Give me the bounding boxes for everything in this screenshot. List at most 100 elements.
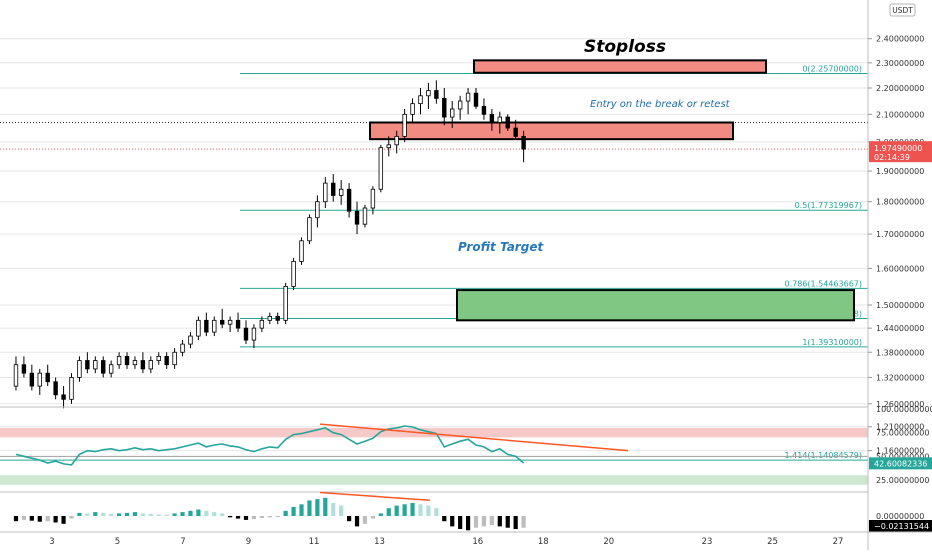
oscillator-tick-label: 75.00000000 [876, 429, 929, 438]
time-tick-label: 20 [603, 537, 614, 547]
candle-body [481, 105, 487, 115]
candle-body [196, 319, 201, 337]
candlestick-series [13, 80, 526, 409]
histogram-bar [354, 516, 360, 527]
time-tick-label: 5 [115, 537, 120, 547]
histogram-bar [69, 516, 74, 519]
histogram-bar [196, 509, 201, 516]
histogram-bar [497, 516, 502, 527]
annotation-zone[interactable] [473, 59, 767, 74]
time-tick-label: 11 [309, 537, 320, 547]
candle-body [116, 355, 122, 366]
price-tick-label: 1.21000000 [876, 423, 924, 432]
candle-body [338, 188, 344, 196]
histogram-bar [148, 513, 153, 516]
candle-body [132, 360, 138, 366]
histogram-value-badge [869, 520, 932, 532]
fib-level-label: 1(1.39310000) [802, 338, 862, 347]
price-tick-label: 2.30000000 [876, 59, 924, 68]
oscillator-tick-label: 25.00000000 [876, 476, 929, 485]
histogram-bar [21, 516, 27, 520]
candle-body [93, 360, 98, 370]
candle-body [148, 360, 154, 370]
histogram-bar [442, 516, 447, 522]
histogram-bar [465, 516, 471, 531]
histogram-bar [109, 513, 114, 516]
histogram-bar [188, 510, 193, 516]
candle-body [410, 103, 415, 115]
candle-body [331, 182, 336, 196]
candle-body [21, 364, 27, 374]
oscillator-line [15, 425, 525, 466]
histogram-bar [434, 508, 439, 516]
annotation-zones [369, 59, 855, 322]
time-axis[interactable]: 3 5 7 9 11 13 16 18 20 23 25 27 [49, 537, 843, 547]
price-tick-label: 1.26000000 [876, 400, 924, 409]
histogram-bar [386, 508, 391, 516]
price-tick-label: 1.32000000 [876, 373, 924, 382]
fib-level-label: 0.5(1.77319967) [795, 201, 862, 210]
candle-body [267, 316, 272, 321]
candle-body [402, 113, 407, 137]
time-tick-label: 25 [767, 537, 778, 547]
candle-body [283, 286, 288, 321]
candle-body [307, 217, 312, 242]
histogram-bar [291, 506, 296, 516]
histogram-bar [77, 512, 82, 516]
candle-body [45, 372, 50, 383]
candle-body [291, 261, 296, 287]
price-tick-label: 1.16000000 [876, 447, 924, 456]
currency-badge[interactable] [889, 3, 916, 17]
annotation-zone[interactable] [456, 289, 855, 322]
histogram-bar [156, 514, 161, 516]
time-tick-label: 7 [180, 537, 185, 547]
histogram-bar [513, 516, 518, 529]
candle-body [465, 92, 471, 102]
histogram-bar [521, 516, 526, 528]
candle-body [323, 182, 328, 203]
entry-label: Entry on the break or retest [590, 99, 731, 110]
last-price-badge [869, 141, 932, 163]
candle-body [378, 147, 384, 190]
candle-body [108, 364, 114, 374]
candle-body [386, 144, 391, 149]
histogram-bar [164, 514, 169, 516]
candle-body [275, 316, 280, 321]
histogram-bar [331, 503, 336, 516]
time-tick-label: 27 [833, 537, 844, 547]
histogram-pane [13, 491, 526, 531]
histogram-bar [489, 516, 494, 526]
histogram-bar [473, 516, 479, 528]
histogram-bar [124, 512, 130, 516]
histogram-value-label: −0.02131544 [874, 522, 929, 531]
candle-body [13, 364, 19, 387]
histogram-bar [402, 504, 407, 516]
price-tick-label: 1.80000000 [876, 198, 924, 207]
oscillator-band-oversold [0, 475, 868, 485]
candle-body [394, 135, 399, 146]
candle-body [85, 360, 90, 370]
candle-body [315, 201, 320, 219]
candle-body [497, 116, 503, 123]
histogram-bar [212, 512, 217, 516]
oscillator-axis[interactable]: 100.00000000 75.00000000 50.00000000 25.000… [876, 405, 932, 485]
candle-body [473, 92, 479, 107]
price-tick-label: 2.10000000 [876, 110, 924, 119]
histogram-bar [299, 504, 304, 516]
candle-body [53, 381, 58, 396]
price-tick-label: 1.44000000 [876, 324, 924, 333]
histogram-bar [85, 513, 90, 516]
candle-body [140, 360, 146, 370]
price-tick-label: 1.70000000 [876, 230, 924, 239]
histogram-bar [228, 516, 233, 518]
candle-body [188, 335, 193, 345]
histogram-bar [418, 504, 423, 516]
fib-level-label: 1.414(1.14084579) [785, 451, 863, 460]
annotation-zone[interactable] [369, 121, 734, 141]
price-tick-label: 2.20000000 [876, 84, 924, 93]
candle-body [37, 372, 42, 387]
candle-body [489, 113, 495, 123]
candle-body [354, 210, 360, 225]
histogram-bar [259, 516, 264, 519]
